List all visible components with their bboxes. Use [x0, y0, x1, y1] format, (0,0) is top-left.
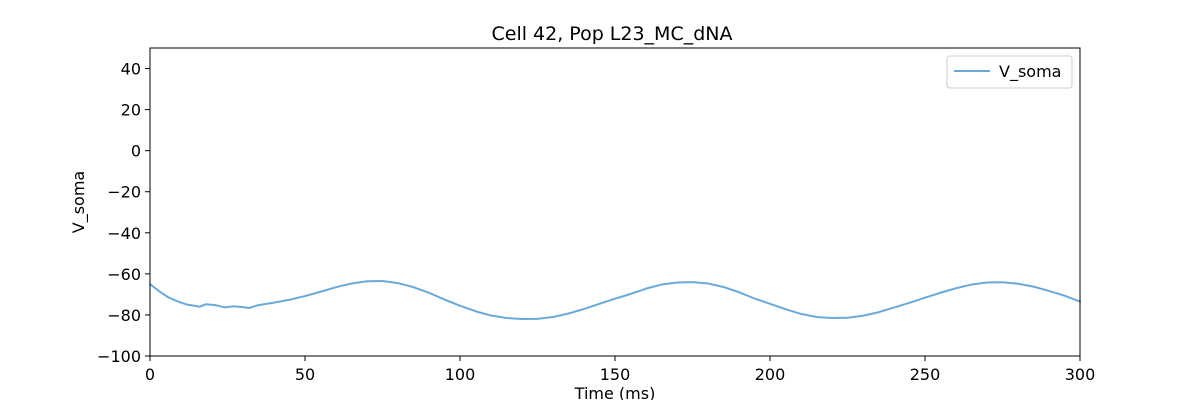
y-tick-label: −80	[107, 306, 141, 325]
axes-frame	[149, 47, 1081, 357]
x-tick-label: 0	[145, 365, 155, 384]
x-tick-label: 50	[295, 365, 315, 384]
x-tick-label: 150	[600, 365, 631, 384]
tick-labels: 0 50 100 150 200 250 300 −100 −80 −60 −40 −20 0 20 40	[97, 60, 1095, 384]
x-axis-label: Time (ms)	[574, 384, 656, 400]
y-axis-label: V_soma	[69, 171, 89, 233]
x-tick-label: 200	[755, 365, 786, 384]
y-tick-label: 20	[121, 101, 141, 120]
legend-label: V_soma	[999, 62, 1061, 82]
x-tick-label: 100	[445, 365, 476, 384]
y-tick-label: −100	[97, 347, 141, 366]
y-tick-label: −40	[107, 224, 141, 243]
x-tick-label: 250	[910, 365, 941, 384]
chart-title: Cell 42, Pop L23_MC_dNA	[491, 23, 732, 45]
legend-box	[946, 55, 1073, 89]
x-tick-label: 300	[1065, 365, 1096, 384]
plot-area	[149, 280, 1081, 321]
y-tick-label: 0	[131, 142, 141, 161]
series-line-v-soma	[149, 280, 1081, 321]
y-tick-label: −20	[107, 183, 141, 202]
y-tick-label: −60	[107, 265, 141, 284]
y-tick-label: 40	[121, 60, 141, 79]
legend: V_soma	[946, 55, 1073, 89]
